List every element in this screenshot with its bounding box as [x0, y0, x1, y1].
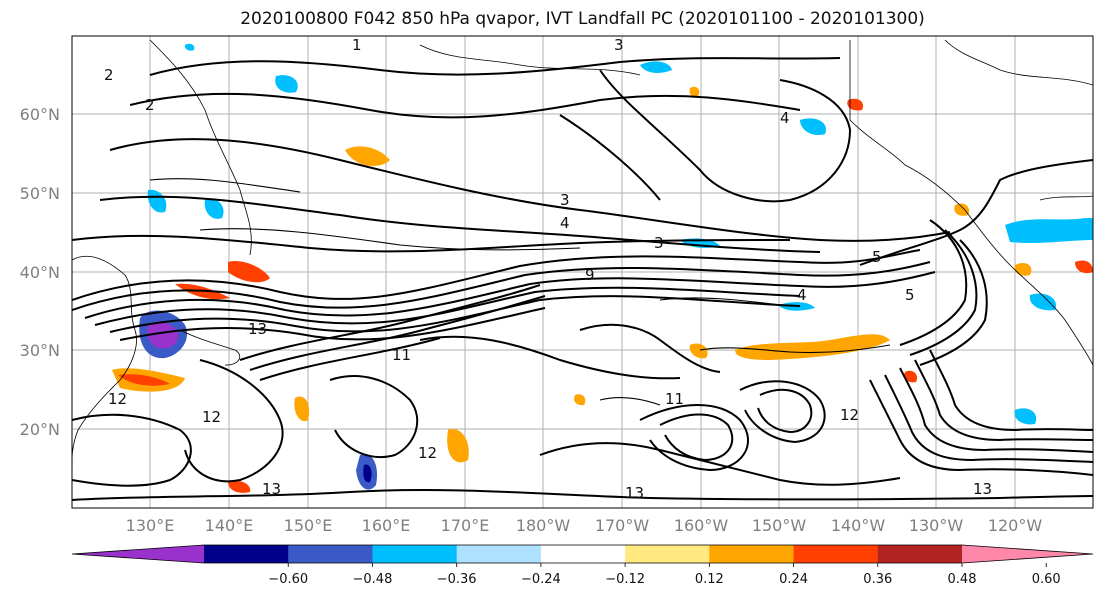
contour-label: 3 — [614, 36, 624, 54]
colorbar-tick-label: −0.24 — [521, 572, 561, 587]
map-frame — [71, 35, 1094, 509]
colorbar-segment — [709, 545, 795, 563]
lon-label: 160°E — [362, 516, 411, 535]
colorbar-segment — [540, 545, 626, 563]
contour-label: 4 — [560, 214, 570, 232]
ivt-contours — [72, 57, 1093, 501]
lon-label: 120°W — [988, 516, 1043, 535]
colorbar-segment — [793, 545, 879, 563]
contour-label: 4 — [780, 109, 790, 127]
colorbar-tick-label: 0.24 — [779, 572, 808, 587]
contour-label: 11 — [665, 390, 684, 408]
colorbar-tick-label: 0.60 — [1032, 572, 1061, 587]
colorbar-segment — [877, 545, 963, 563]
lon-label: 180°W — [516, 516, 571, 535]
contour-label: 3 — [654, 234, 664, 252]
contour-label: 11 — [392, 346, 411, 364]
contour-label: 1 — [352, 36, 362, 54]
longitude-labels: 130°E 140°E 150°E 160°E 170°E 180°W 170°… — [126, 516, 1043, 535]
colorbar-extend-left — [72, 545, 204, 563]
colorbar-segment — [204, 545, 289, 563]
colorbar: −0.60 −0.48 −0.36 −0.24 −0.12 0.12 0.24 0.36 0.4… — [71, 544, 1094, 587]
contour-label: 12 — [108, 390, 127, 408]
contour-label: 3 — [560, 191, 570, 209]
colorbar-tick-label: −0.48 — [353, 572, 393, 587]
lon-label: 150°E — [284, 516, 333, 535]
colorbar-tick-label: 0.36 — [863, 572, 892, 587]
qvapor-anomaly-fill — [112, 43, 1093, 493]
latitude-labels: 60°N 50°N 40°N 30°N 20°N — [20, 105, 60, 439]
contour-label: 9 — [585, 266, 595, 284]
lon-label: 150°W — [752, 516, 807, 535]
colorbar-segment — [372, 545, 458, 563]
lat-label: 20°N — [20, 420, 60, 439]
colorbar-tick-label: −0.36 — [437, 572, 477, 587]
lat-label: 40°N — [20, 263, 60, 282]
colorbar-segment — [288, 545, 373, 563]
contour-label: 12 — [202, 408, 221, 426]
lon-label: 160°W — [674, 516, 729, 535]
map-title: 2020100800 F042 850 hPa qvapor, IVT Land… — [240, 9, 925, 29]
lon-label: 140°E — [205, 516, 254, 535]
colorbar-tick-label: −0.12 — [605, 572, 645, 587]
coastlines — [72, 39, 1093, 461]
lat-label: 30°N — [20, 341, 60, 360]
colorbar-extend-right — [962, 545, 1093, 563]
contour-label: 4 — [797, 286, 807, 304]
lon-label: 130°W — [909, 516, 964, 535]
contour-label: 13 — [973, 480, 992, 498]
lat-label: 60°N — [20, 105, 60, 124]
lon-label: 130°E — [126, 516, 175, 535]
contour-label: 13 — [625, 484, 644, 502]
colorbar-tick-label: −0.60 — [268, 572, 308, 587]
lon-label: 140°W — [831, 516, 886, 535]
lat-label: 50°N — [20, 184, 60, 203]
contour-label: 2 — [145, 96, 155, 114]
colorbar-segment — [456, 545, 542, 563]
contour-labels: 1 2 2 3 3 3 4 4 4 5 5 9 11 11 12 12 12 1… — [104, 36, 992, 502]
contour-label: 5 — [905, 286, 915, 304]
contour-label: 12 — [418, 444, 437, 462]
contour-label: 13 — [248, 320, 267, 338]
contour-label: 13 — [262, 480, 281, 498]
colorbar-tick-label: 0.48 — [948, 572, 977, 587]
colorbar-segment — [625, 545, 710, 563]
thin-contours — [149, 178, 891, 406]
contour-label: 5 — [872, 248, 882, 266]
contour-label: 2 — [104, 66, 114, 84]
lon-label: 170°E — [441, 516, 490, 535]
colorbar-outline — [71, 544, 1094, 564]
colorbar-tick-label: 0.12 — [695, 572, 724, 587]
contour-label: 12 — [840, 406, 859, 424]
lon-label: 170°W — [595, 516, 650, 535]
